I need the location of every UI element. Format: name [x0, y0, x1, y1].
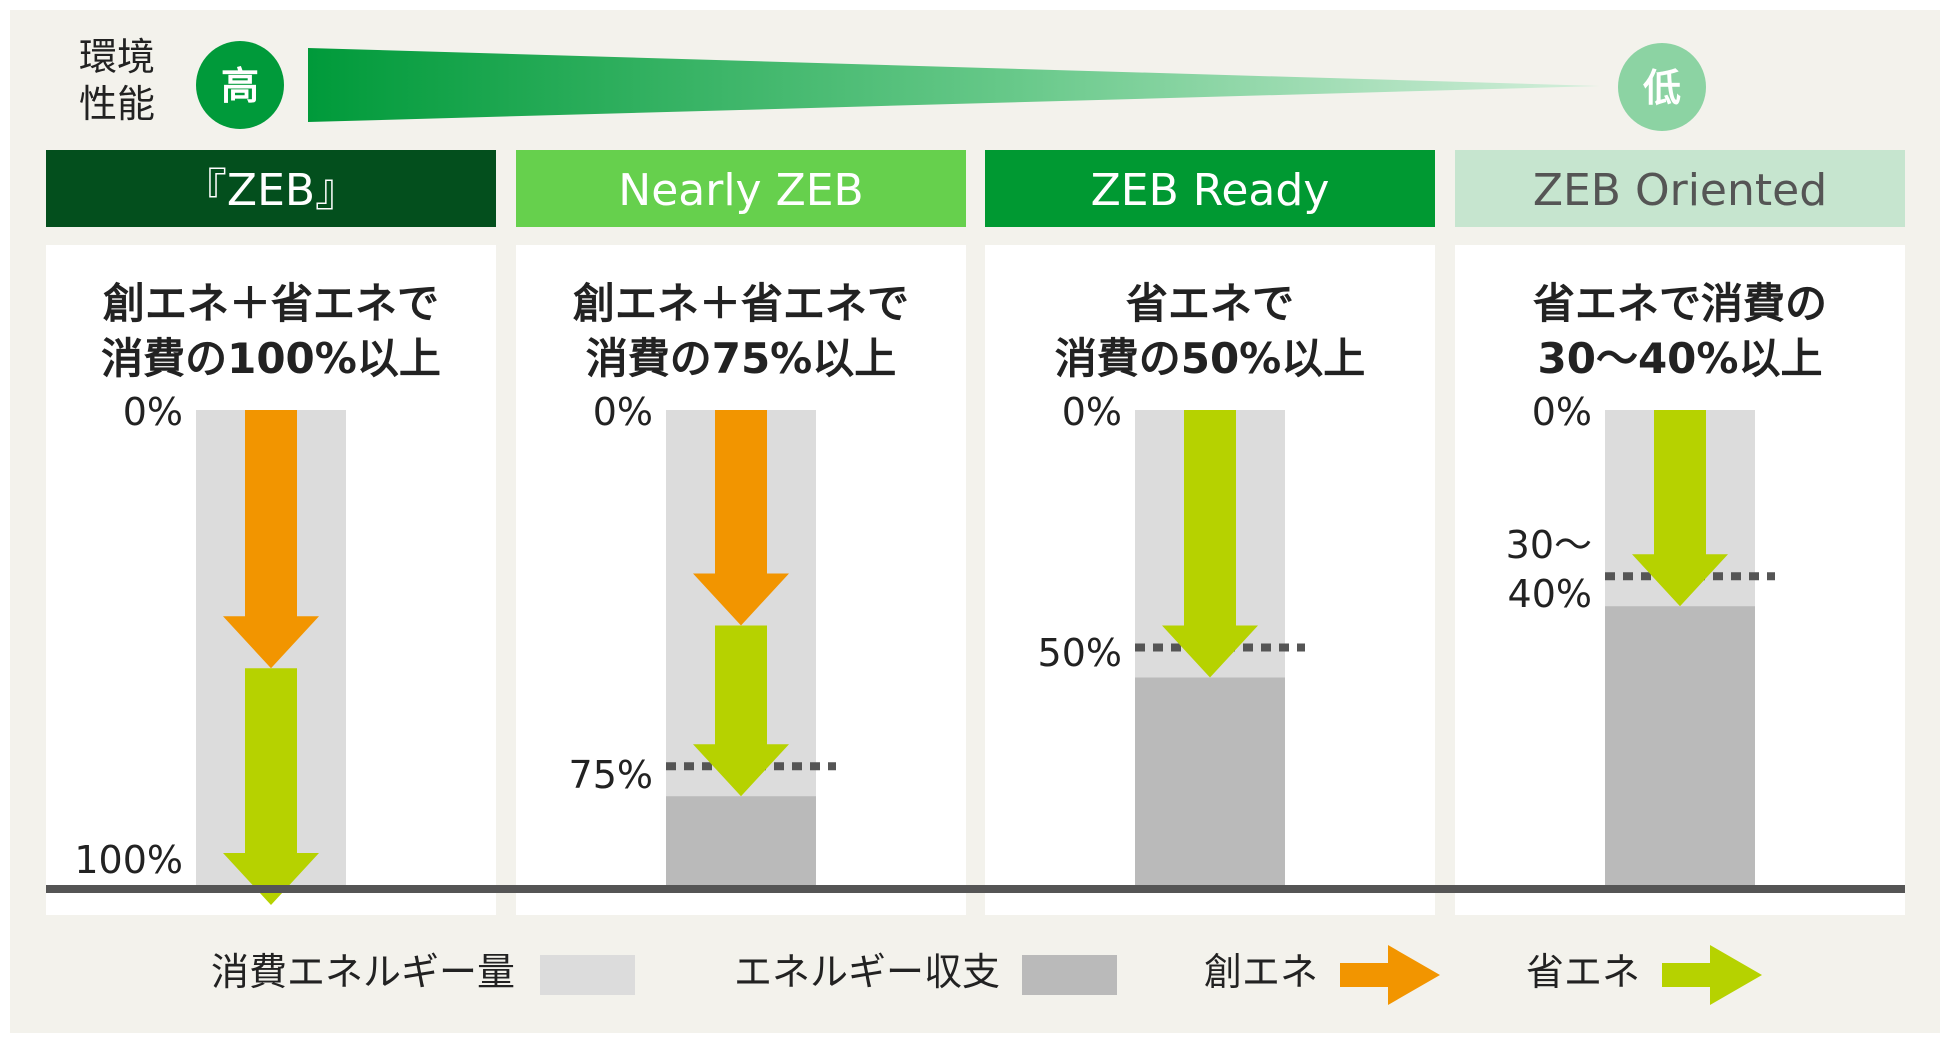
desc-zeb-line1: 創エネ＋省エネで — [103, 279, 439, 328]
desc-zeb-ready-line2: 消費の50%以上 — [1055, 334, 1366, 383]
reduction-label-zeb-ready: 50% — [1038, 631, 1122, 675]
performance-gradient-wedge — [308, 48, 1600, 122]
performance-scale: 環境 性能 高 低 — [79, 35, 1706, 131]
header-text-nearly-zeb: Nearly ZEB — [618, 165, 863, 216]
low-badge — [1618, 43, 1706, 131]
header-text-zeb-ready: ZEB Ready — [1091, 165, 1330, 216]
legend-create-arrow-icon — [1340, 945, 1440, 1005]
reduction-label-zeb: 100% — [74, 838, 183, 882]
save-energy-arrow-zeb-ready — [1162, 410, 1258, 678]
desc-zeb-oriented-line2: 30～40%以上 — [1538, 334, 1823, 383]
legend-consumption-swatch — [540, 955, 635, 995]
desc-zeb-oriented-line1: 省エネで消費の — [1533, 279, 1827, 328]
desc-zeb-line2: 消費の100%以上 — [101, 334, 441, 383]
legend-create-label: 創エネ — [1204, 950, 1318, 994]
balance-bar-zeb-oriented — [1605, 606, 1755, 885]
header-bg-nearly-zeb — [516, 150, 966, 227]
top-label-nearly-zeb: 0% — [593, 390, 653, 434]
save-energy-arrow-nearly-zeb — [693, 625, 789, 797]
top-label-zeb-oriented: 0% — [1532, 390, 1592, 434]
legend-save-label: 省エネ — [1526, 950, 1640, 994]
header-text-zeb: 『ZEB』 — [183, 165, 359, 216]
axis-labels: 0% 0% 0% 0% 100% 75% 50% 30～ 40% — [74, 390, 1592, 882]
header-bg-zeb-ready — [985, 150, 1435, 227]
top-label-zeb-ready: 0% — [1062, 390, 1122, 434]
create-energy-arrow-zeb — [223, 410, 319, 669]
save-energy-arrow-zeb — [223, 668, 319, 905]
performance-label-line1: 環境 — [79, 35, 155, 79]
desc-nearly-zeb-line2: 消費の75%以上 — [586, 334, 897, 383]
column-headers: 『ZEB』 Nearly ZEB ZEB Ready ZEB Oriented — [46, 150, 1905, 227]
reduction-label-zeb-oriented: 30～ — [1506, 523, 1592, 567]
header-bg-zeb-oriented — [1455, 150, 1905, 227]
header-bg-zeb — [46, 150, 496, 227]
create-energy-arrow-nearly-zeb — [693, 410, 789, 626]
high-badge — [196, 41, 284, 129]
performance-label-line2: 性能 — [79, 82, 155, 126]
legend-balance-swatch — [1022, 955, 1117, 995]
high-badge-label: 高 — [221, 64, 259, 108]
baseline — [46, 885, 1905, 893]
legend-save-arrow-icon — [1662, 945, 1762, 1005]
balance-bar-zeb-ready — [1135, 677, 1285, 885]
legend-consumption-label: 消費エネルギー量 — [211, 950, 515, 994]
desc-zeb-ready-line1: 省エネで — [1126, 279, 1294, 328]
reduction-label-zeb-oriented-line2: 40% — [1508, 572, 1592, 616]
legend: 消費エネルギー量 エネルギー収支 創エネ 省エネ — [211, 945, 1762, 1005]
save-energy-arrow-zeb-oriented — [1632, 410, 1728, 607]
top-label-zeb: 0% — [123, 390, 183, 434]
header-text-zeb-oriented: ZEB Oriented — [1533, 165, 1827, 216]
balance-bar-nearly-zeb — [666, 796, 816, 885]
low-badge-label: 低 — [1643, 66, 1681, 110]
energy-bars — [196, 410, 1775, 905]
reduction-label-nearly-zeb: 75% — [569, 753, 653, 797]
legend-balance-label: エネルギー収支 — [734, 950, 1000, 994]
desc-nearly-zeb-line1: 創エネ＋省エネで — [573, 279, 909, 328]
column-descriptions: 創エネ＋省エネで 消費の100%以上 創エネ＋省エネで 消費の75%以上 省エネ… — [101, 279, 1827, 383]
